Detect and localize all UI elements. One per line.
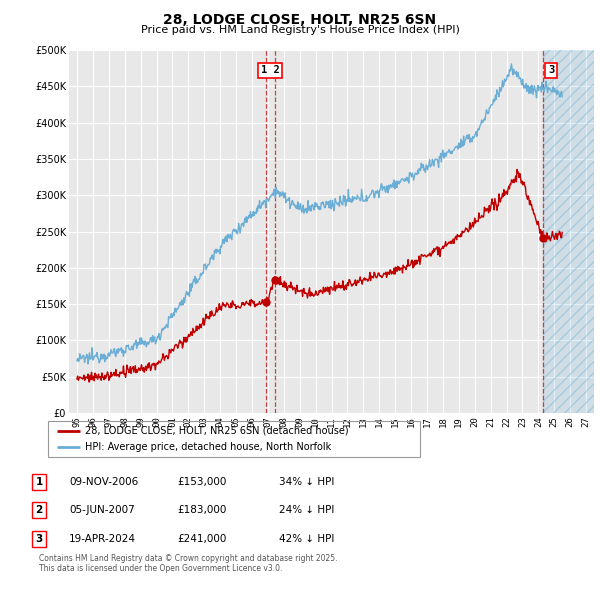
Text: 28, LODGE CLOSE, HOLT, NR25 6SN: 28, LODGE CLOSE, HOLT, NR25 6SN bbox=[163, 13, 437, 27]
Text: 34% ↓ HPI: 34% ↓ HPI bbox=[279, 477, 334, 487]
Text: 28, LODGE CLOSE, HOLT, NR25 6SN (detached house): 28, LODGE CLOSE, HOLT, NR25 6SN (detache… bbox=[85, 425, 349, 435]
Text: 3: 3 bbox=[548, 65, 554, 76]
Text: £153,000: £153,000 bbox=[177, 477, 226, 487]
Text: HPI: Average price, detached house, North Norfolk: HPI: Average price, detached house, Nort… bbox=[85, 442, 331, 453]
Bar bbox=[543, 50, 594, 413]
Text: £241,000: £241,000 bbox=[177, 534, 226, 543]
Text: Contains HM Land Registry data © Crown copyright and database right 2025.
This d: Contains HM Land Registry data © Crown c… bbox=[39, 554, 337, 573]
Text: 1 2: 1 2 bbox=[261, 65, 280, 76]
Text: 24% ↓ HPI: 24% ↓ HPI bbox=[279, 506, 334, 515]
Text: 2: 2 bbox=[35, 506, 43, 515]
Text: 1: 1 bbox=[35, 477, 43, 487]
Text: £183,000: £183,000 bbox=[177, 506, 226, 515]
Text: 05-JUN-2007: 05-JUN-2007 bbox=[69, 506, 135, 515]
Bar bbox=[543, 50, 594, 413]
Text: 09-NOV-2006: 09-NOV-2006 bbox=[69, 477, 138, 487]
Text: 42% ↓ HPI: 42% ↓ HPI bbox=[279, 534, 334, 543]
Text: 19-APR-2024: 19-APR-2024 bbox=[69, 534, 136, 543]
Text: 3: 3 bbox=[35, 534, 43, 543]
Text: Price paid vs. HM Land Registry's House Price Index (HPI): Price paid vs. HM Land Registry's House … bbox=[140, 25, 460, 35]
